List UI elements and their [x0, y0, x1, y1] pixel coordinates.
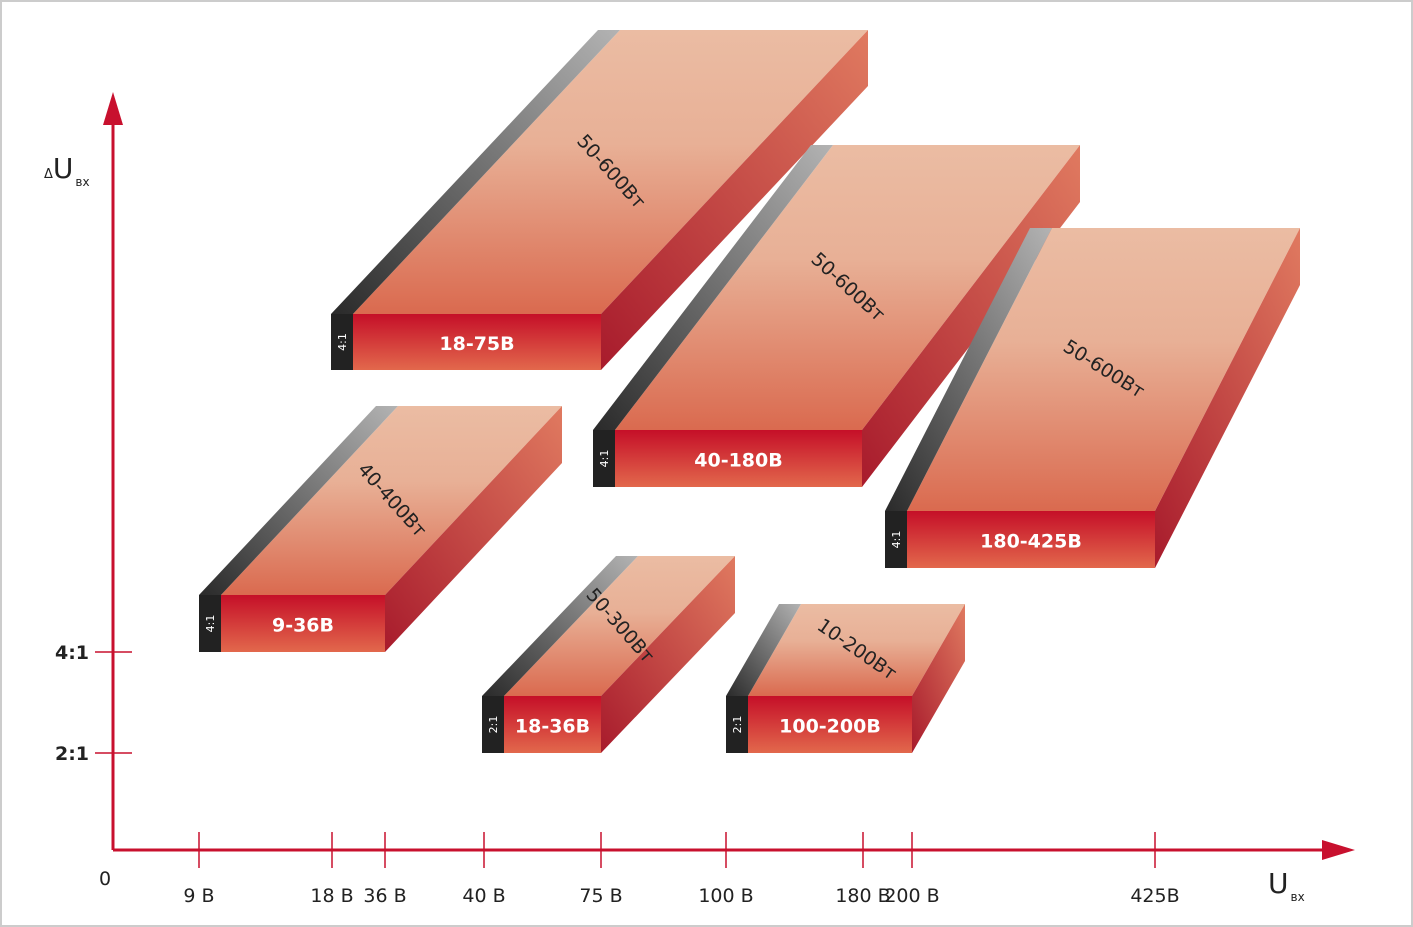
- ratio-label: 4:1: [204, 615, 217, 633]
- x-tick-label: 100 В: [698, 885, 753, 907]
- block-front: [748, 696, 912, 753]
- block-edge: [885, 228, 1052, 511]
- ratio-strip: [593, 430, 615, 487]
- axes: [103, 92, 1355, 860]
- range-label: 100-200В: [779, 716, 881, 738]
- block-edge: [726, 604, 801, 696]
- y-axis-label: ΔU вх: [44, 152, 90, 189]
- x-tick-label: 75 В: [579, 885, 622, 907]
- x-tick-label: 425В: [1130, 885, 1179, 907]
- block-edge: [331, 30, 620, 314]
- y-tick-label: 4:1: [55, 642, 89, 664]
- block-side: [1155, 228, 1300, 568]
- x-tick-label: 9 В: [183, 885, 214, 907]
- block-top: [907, 228, 1300, 511]
- block-front: [907, 511, 1155, 568]
- x-tick-label: 36 В: [363, 885, 406, 907]
- ratio-strip: [331, 314, 353, 370]
- range-label: 9-36В: [272, 615, 334, 637]
- ratio-label: 2:1: [731, 716, 744, 734]
- ratio-strip: [885, 511, 907, 568]
- range-label: 40-180В: [694, 450, 782, 472]
- ratio-label: 4:1: [336, 333, 349, 351]
- ratio-label: 4:1: [890, 531, 903, 549]
- ratio-label: 2:1: [487, 716, 500, 734]
- range-label: 18-75В: [439, 333, 514, 355]
- block-side: [385, 406, 562, 652]
- ratio-strip: [482, 696, 504, 753]
- block-top: [221, 406, 562, 595]
- block-edge: [593, 145, 833, 430]
- range-label: 18-36В: [515, 716, 590, 738]
- block-top: [748, 604, 965, 696]
- x-tick-label: 180 В: [835, 885, 890, 907]
- ratio-strip: [726, 696, 748, 753]
- block-top: [504, 556, 735, 696]
- origin: 0: [99, 868, 111, 890]
- block-front: [504, 696, 601, 753]
- block-side: [862, 145, 1080, 487]
- range-label: 180-425В: [980, 531, 1082, 553]
- block-side: [601, 556, 735, 753]
- y-tick-label: 2:1: [55, 743, 89, 765]
- block-front: [353, 314, 601, 370]
- ratio-label: 4:1: [598, 450, 611, 468]
- x-tick-label: 200 В: [884, 885, 939, 907]
- block-top: [353, 30, 868, 314]
- block-side: [601, 30, 868, 370]
- block-front: [615, 430, 862, 487]
- x-tick-label: 40 В: [462, 885, 505, 907]
- x-tick-label: 18 В: [310, 885, 353, 907]
- block-edge: [482, 556, 638, 696]
- block-side: [912, 604, 965, 753]
- ratio-strip: [199, 595, 221, 652]
- block-top: [615, 145, 1080, 430]
- block-front: [221, 595, 385, 652]
- block-edge: [199, 406, 398, 595]
